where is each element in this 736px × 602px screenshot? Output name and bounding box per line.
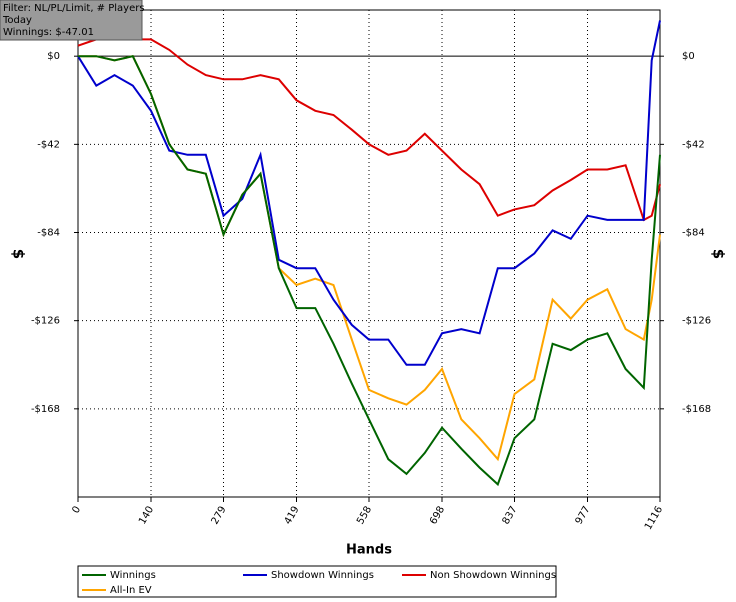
y-tick-label: -$42 <box>37 139 60 150</box>
legend <box>77 565 557 598</box>
y-tick-label: $0 <box>47 51 60 62</box>
legend-label: All-In EV <box>110 585 152 596</box>
series-line <box>77 34 661 222</box>
y2-tick-label: $0 <box>682 51 695 62</box>
legend-label: Winnings <box>110 570 156 581</box>
y-tick-label: -$84 <box>37 228 60 239</box>
series-line <box>78 55 661 487</box>
lines <box>77 20 661 487</box>
filter-text: Winnings: $-47.01 <box>3 27 94 38</box>
y2-tick-label: -$126 <box>682 316 711 327</box>
x-tick-label: 0 <box>70 505 83 516</box>
filter-text: Filter: NL/PL/Limit, # Players <box>3 3 145 14</box>
legend-entries: Winnings Showdown Winnings Non Showdown Wi… <box>82 570 556 596</box>
x-axis-label: Hands <box>346 543 392 558</box>
y-tick-label: -$126 <box>31 316 60 327</box>
y2-tick-label: -$42 <box>682 139 705 150</box>
y-axis-label: $ <box>10 249 28 259</box>
y2-tick-label: -$168 <box>682 404 711 415</box>
y2-axis-label: $ <box>710 249 728 259</box>
grid <box>74 10 664 502</box>
y-tick-label: -$168 <box>31 404 60 415</box>
y2-tick-label: -$84 <box>682 228 705 239</box>
filter-box <box>0 0 143 41</box>
filter-text: Today <box>2 15 32 26</box>
legend-label: Showdown Winnings <box>271 570 374 581</box>
legend-label: Non Showdown Winnings <box>430 570 556 581</box>
series-line <box>77 20 661 366</box>
